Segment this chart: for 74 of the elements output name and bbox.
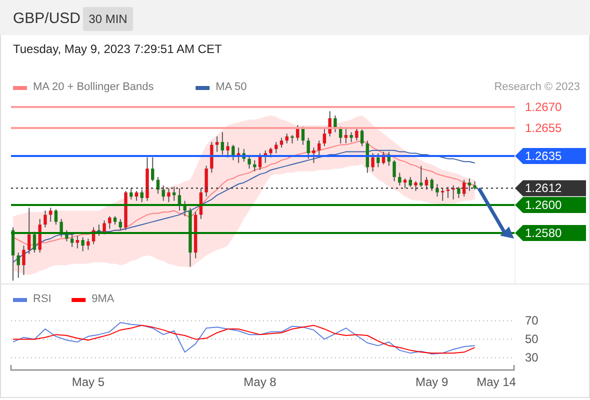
candlestick — [424, 176, 428, 190]
candlestick — [398, 172, 402, 186]
text: Research © 2023 — [494, 81, 580, 93]
candlestick — [167, 188, 170, 203]
candlestick — [322, 128, 326, 147]
x-tick-label: May 5 — [72, 375, 105, 389]
candlestick — [65, 230, 68, 242]
candlestick — [446, 186, 450, 198]
candlestick — [16, 252, 20, 278]
candlestick — [28, 207, 31, 254]
chart-subtitle: 30 MIN — [88, 12, 128, 26]
candlestick — [392, 160, 396, 182]
candlestick — [210, 142, 214, 174]
candlestick — [108, 216, 112, 230]
candlestick — [81, 236, 84, 252]
legend-label: RSI — [33, 293, 52, 305]
candlestick — [360, 128, 364, 147]
candlestick — [76, 235, 80, 249]
y-tick-label: 70 — [525, 314, 539, 328]
y-tick-label: 1.2670 — [525, 100, 562, 114]
text: Tuesday, May 9, 2023 7:29:51 AM CET — [13, 42, 222, 56]
candlestick — [306, 137, 310, 160]
candlestick — [408, 176, 412, 188]
candlestick — [232, 144, 235, 161]
legend-label: MA 50 — [216, 81, 247, 93]
y-tick-label: 50 — [525, 332, 539, 346]
candlestick — [44, 210, 47, 228]
candlestick — [350, 132, 353, 142]
chart-title: GBP/USD — [13, 10, 81, 27]
legend-label: MA 20 + Bollinger Bands — [33, 81, 154, 93]
candlestick — [162, 184, 165, 202]
candlestick — [86, 238, 90, 250]
candlestick — [226, 142, 230, 158]
x-tick-label: May 9 — [416, 375, 449, 389]
candlestick — [22, 245, 26, 276]
x-tick-label: May 14 — [476, 375, 516, 389]
candlestick — [97, 224, 101, 236]
candlestick — [462, 179, 466, 198]
y-tick-label: 1.2580 — [525, 226, 562, 240]
candlestick — [48, 207, 52, 222]
candlestick — [151, 156, 154, 182]
candlestick — [204, 165, 208, 198]
y-tick-label: 1.2635 — [525, 149, 562, 163]
candlestick — [248, 156, 251, 170]
candlestick — [215, 136, 219, 152]
y-tick-label: 1.2655 — [525, 121, 562, 135]
candlestick — [280, 137, 284, 148]
candlestick — [376, 152, 380, 168]
candlestick — [441, 188, 444, 202]
candlestick — [468, 178, 472, 192]
candlestick — [355, 128, 358, 142]
legend-label: 9MA — [92, 293, 115, 305]
candlestick — [220, 132, 224, 156]
candlestick — [269, 147, 272, 158]
candlestick — [253, 160, 256, 172]
candlestick — [420, 165, 423, 188]
candlestick — [312, 147, 316, 164]
candlestick — [457, 186, 460, 198]
x-tick-label: May 8 — [244, 375, 277, 389]
candlestick — [118, 218, 122, 231]
candlestick — [317, 140, 321, 158]
candlestick — [102, 220, 106, 235]
y-tick-label: 1.2600 — [525, 198, 562, 212]
candlestick — [436, 184, 439, 198]
y-tick-label: 30 — [525, 350, 539, 365]
candlestick — [371, 152, 374, 172]
candlestick — [334, 114, 337, 133]
y-tick-label: 1.2612 — [525, 181, 562, 196]
candlestick — [140, 189, 144, 203]
candlestick — [32, 231, 36, 254]
candlestick — [414, 180, 418, 192]
candlestick — [344, 128, 348, 144]
candlestick — [54, 208, 58, 226]
candlestick — [70, 232, 74, 248]
